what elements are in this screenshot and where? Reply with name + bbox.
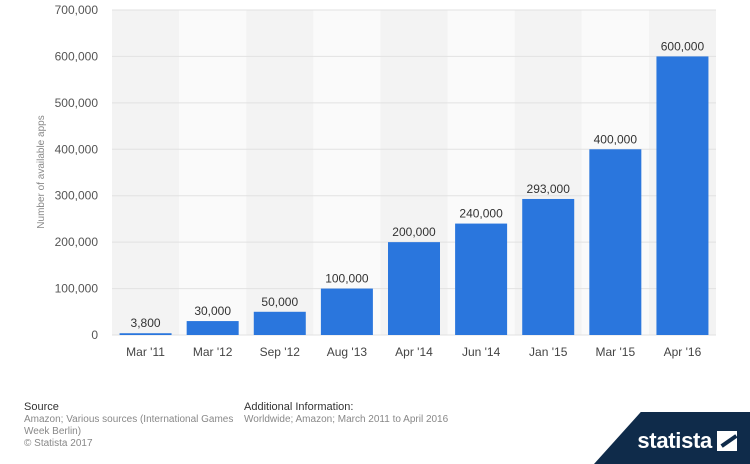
bar-value-label: 600,000 xyxy=(661,39,705,53)
bar xyxy=(186,321,239,335)
x-tick-label: Mar '12 xyxy=(193,345,233,359)
bar-value-label: 50,000 xyxy=(261,295,298,309)
x-tick-label: Mar '15 xyxy=(596,345,636,359)
column-band xyxy=(246,10,314,335)
y-axis-ticks: 0 100,000 200,000 300,000 400,000 500,000 600,… xyxy=(55,3,99,342)
bar-value-label: 400,000 xyxy=(594,132,638,146)
column-band xyxy=(313,10,381,335)
x-tick-label: Mar '11 xyxy=(126,345,165,359)
additional-information-text: Worldwide; Amazon; March 2011 to April 2… xyxy=(244,414,449,425)
y-axis-label: Number of available apps xyxy=(36,115,47,228)
footer: Source Amazon; Various sources (Internat… xyxy=(0,396,750,464)
y-tick-label: 600,000 xyxy=(55,49,99,63)
brand-name: statista xyxy=(637,428,712,453)
bar-value-label: 100,000 xyxy=(325,272,369,286)
bar xyxy=(388,242,440,335)
copyright: © Statista 2017 xyxy=(24,438,93,449)
y-tick-label: 0 xyxy=(91,328,98,342)
bar xyxy=(253,311,306,335)
bar xyxy=(522,198,575,335)
source-block: Source Amazon; Various sources (Internat… xyxy=(24,400,239,450)
source-text: Amazon; Various sources (International G… xyxy=(24,414,234,437)
column-band xyxy=(179,10,247,335)
y-tick-label: 200,000 xyxy=(55,235,99,249)
bar xyxy=(320,288,373,335)
x-tick-label: Jun '14 xyxy=(462,345,501,359)
column-band xyxy=(112,10,180,335)
bar-value-label: 200,000 xyxy=(392,225,436,239)
bar-value-label: 3,800 xyxy=(131,316,161,330)
y-tick-label: 100,000 xyxy=(55,282,99,296)
additional-information-heading: Additional Information: xyxy=(244,401,354,413)
y-tick-label: 400,000 xyxy=(55,142,99,156)
additional-information-block: Additional Information: Worldwide; Amazo… xyxy=(244,400,544,426)
statista-logo-icon xyxy=(717,431,737,451)
bar xyxy=(455,223,508,335)
bar xyxy=(589,149,642,335)
x-tick-label: Apr '14 xyxy=(395,345,433,359)
bar-value-label: 240,000 xyxy=(459,207,503,221)
bar-chart: 3,800 30,000 50,000 100,000 200,000 240,000 29… xyxy=(36,3,716,359)
x-axis-ticks: Mar '11 Mar '12 Sep '12 Aug '13 Apr '14 Jun '… xyxy=(126,345,701,359)
x-tick-label: Jan '15 xyxy=(529,345,568,359)
statista-brand: statista xyxy=(594,412,750,464)
bar xyxy=(119,333,172,335)
y-tick-label: 700,000 xyxy=(55,3,99,17)
y-tick-label: 500,000 xyxy=(55,96,99,110)
x-tick-label: Aug '13 xyxy=(327,345,368,359)
source-heading: Source xyxy=(24,401,59,413)
bars xyxy=(119,56,709,336)
x-tick-label: Apr '16 xyxy=(664,345,702,359)
bar-value-label: 293,000 xyxy=(527,182,571,196)
x-tick-label: Sep '12 xyxy=(260,345,301,359)
bar-value-label: 30,000 xyxy=(194,304,231,318)
data-labels: 3,800 30,000 50,000 100,000 200,000 240,000 29… xyxy=(131,39,705,330)
y-tick-label: 300,000 xyxy=(55,189,99,203)
bar xyxy=(656,56,709,336)
